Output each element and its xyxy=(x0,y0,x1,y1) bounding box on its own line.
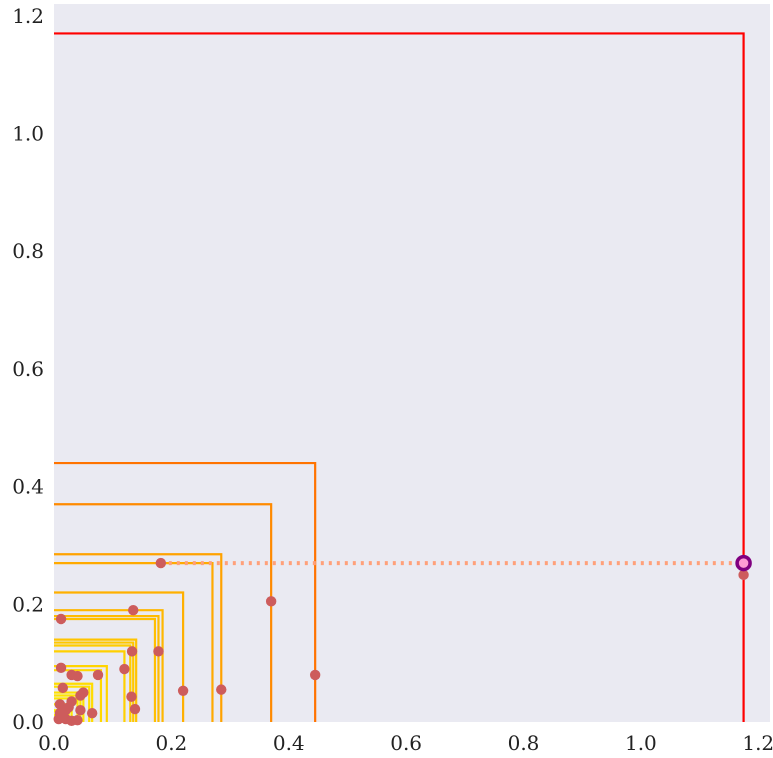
y-tick-label: 1.2 xyxy=(12,4,44,28)
box-outline xyxy=(54,609,164,722)
scatter-point xyxy=(128,604,139,616)
box-outline xyxy=(54,461,317,722)
y-tick-label: 1.0 xyxy=(12,121,44,145)
x-tick-label: 1.0 xyxy=(625,731,657,755)
y-tick-label: 0.2 xyxy=(12,592,44,616)
scatter-point xyxy=(75,705,86,716)
x-tick-label: 0.4 xyxy=(273,731,305,755)
scatter-point xyxy=(57,682,69,694)
box-outline xyxy=(54,32,745,722)
highlighted-point xyxy=(735,554,752,572)
scatter-point xyxy=(86,707,98,719)
x-axis: 0.0 0.2 0.4 0.6 0.8 1.0 1.2 xyxy=(38,731,773,755)
plot-background xyxy=(54,4,770,722)
scatter-point xyxy=(153,646,164,657)
highlight-layer xyxy=(735,554,752,572)
scatter-point xyxy=(216,684,227,695)
x-tick-label: 1.2 xyxy=(742,731,773,755)
x-tick-label: 0.6 xyxy=(390,731,422,755)
scatter-point xyxy=(55,613,67,625)
scatter-point xyxy=(126,691,137,702)
scatter-point xyxy=(75,690,86,701)
scatter-point xyxy=(72,715,83,726)
box-outline xyxy=(54,561,214,722)
y-tick-label: 0.4 xyxy=(12,475,44,499)
box-outline xyxy=(54,553,223,722)
y-tick-label: 0.8 xyxy=(12,239,44,263)
scatter-point xyxy=(92,669,104,681)
y-tick-label: 0.6 xyxy=(12,357,44,381)
scatter-point xyxy=(738,569,749,581)
scatter-point xyxy=(177,685,189,697)
scatter-point xyxy=(55,662,67,674)
scatter-point xyxy=(126,646,138,657)
scatter-point xyxy=(129,703,141,715)
scatter-point xyxy=(66,669,77,681)
scatter-point xyxy=(119,663,130,675)
box-outline xyxy=(54,664,108,722)
x-tick-label: 0.2 xyxy=(155,731,187,755)
scatter-point xyxy=(309,669,321,681)
box-outline xyxy=(54,617,157,722)
box-outline xyxy=(54,591,185,722)
scatter-point xyxy=(60,705,71,716)
x-tick-label: 0.0 xyxy=(38,731,70,755)
box-outline xyxy=(54,503,273,722)
scatter-point xyxy=(265,596,277,607)
points-layer xyxy=(53,557,749,727)
box-outline xyxy=(54,650,126,722)
scatter-point xyxy=(155,557,167,569)
x-tick-label: 0.8 xyxy=(508,731,540,755)
y-tick-label: 0.0 xyxy=(12,710,44,734)
box-outline xyxy=(54,614,160,722)
y-axis: 0.0 0.2 0.4 0.6 0.8 1.0 1.2 xyxy=(12,4,44,734)
